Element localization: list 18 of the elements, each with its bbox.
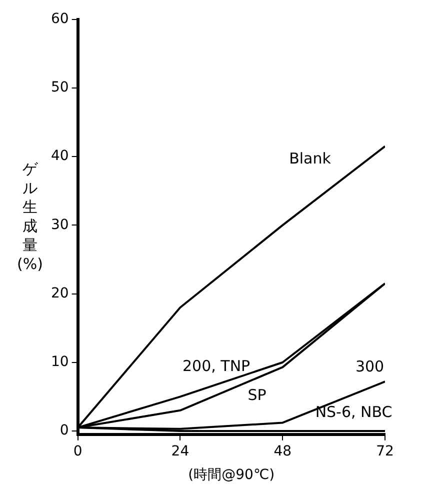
x-tick-label: 24 [171,443,190,460]
series-label: Blank [289,150,332,168]
series-label: 200, TNP [182,357,250,376]
y-tick-label: 10 [50,354,69,370]
x-tick-label: 48 [274,443,292,460]
x-tick-label: 72 [376,443,394,460]
x-axis-title: (時間@90℃) [188,467,275,484]
y-tick-label: 50 [50,80,69,96]
series-label: SP [248,386,266,404]
x-tick-label: 0 [73,443,82,460]
y-tick-label: 20 [50,285,69,302]
y-tick-label: 60 [50,11,69,28]
y-tick-label: 0 [60,422,69,439]
series-label: 300 [355,358,384,376]
series-label: NS-6, NBC [315,402,392,421]
y-tick-label: 30 [50,216,69,233]
y-tick-label: 40 [50,148,69,164]
y-axis-title: ゲル生成量(%) [17,160,43,273]
